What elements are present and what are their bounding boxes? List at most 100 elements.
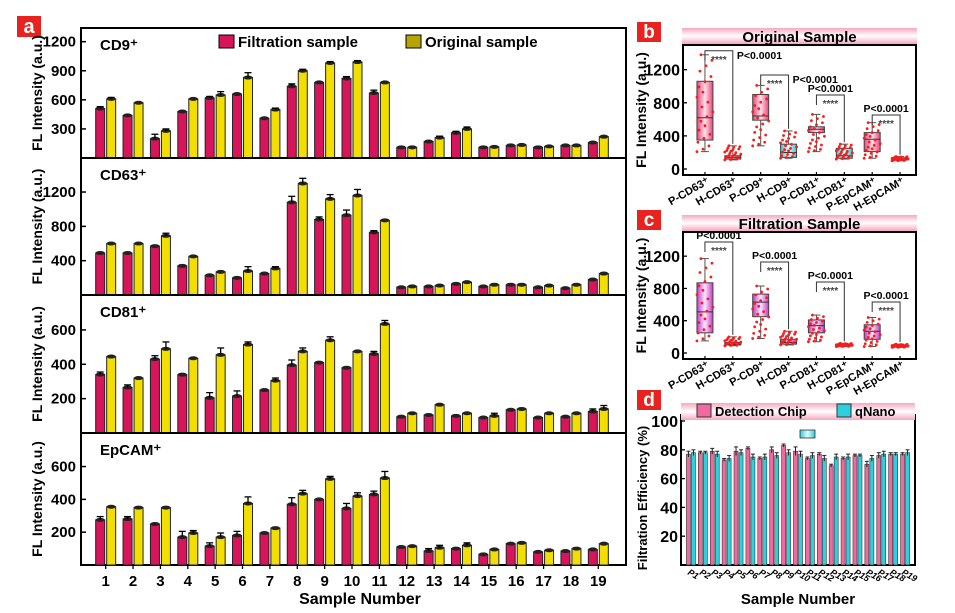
x-tick-label: 17 — [535, 573, 552, 590]
data-point — [787, 339, 790, 343]
data-point — [704, 266, 708, 270]
data-point — [710, 261, 714, 265]
data-point — [807, 325, 810, 329]
bar-filtration — [286, 85, 297, 159]
data-point — [898, 345, 902, 348]
data-point — [811, 138, 814, 142]
bar-qnano — [845, 456, 851, 566]
bar-filtration — [286, 364, 297, 434]
data-point — [864, 325, 868, 329]
bar-cap — [106, 241, 116, 246]
bar-filtration — [423, 414, 434, 434]
bar-original — [133, 377, 144, 434]
data-point — [782, 332, 785, 335]
data-point — [783, 148, 786, 152]
y-axis-label: FL Intensity (a.u.) — [29, 169, 45, 285]
bar-original — [106, 356, 117, 434]
subplot-title: EpCAM⁺ — [100, 442, 161, 459]
bar-filtration — [177, 265, 188, 296]
data-point — [695, 95, 699, 99]
data-point — [866, 121, 870, 125]
legend-artifact — [799, 429, 816, 439]
plot-frame — [682, 44, 917, 176]
x-tick-label: 1 — [102, 573, 110, 590]
data-point — [901, 157, 905, 161]
data-point — [756, 312, 760, 316]
y-tick-label: 80 — [660, 443, 678, 460]
bar-filtration — [368, 92, 379, 159]
data-point — [838, 152, 842, 156]
bar-filtration — [177, 110, 188, 159]
box-3 — [751, 84, 771, 148]
bar-filtration — [396, 546, 407, 566]
bar-cap — [407, 544, 417, 549]
bar-cap — [571, 282, 581, 287]
data-point — [848, 146, 852, 149]
data-point — [752, 138, 756, 142]
data-point — [906, 157, 910, 161]
bar-filtration — [232, 277, 243, 296]
data-point — [725, 149, 729, 152]
x-tick-label: P1 — [686, 567, 701, 581]
data-point — [707, 334, 711, 338]
data-point — [815, 140, 818, 144]
data-point — [697, 128, 701, 132]
data-point — [874, 343, 878, 347]
data-point — [766, 287, 770, 291]
bar-cap — [560, 549, 570, 554]
data-point — [781, 340, 784, 344]
bar-detection-chip — [709, 450, 715, 566]
bar-cap — [205, 273, 215, 278]
data-point — [700, 301, 704, 305]
panel-a-legend: Filtration sample Original sample — [218, 34, 538, 51]
data-point — [862, 345, 866, 348]
bar-cap — [517, 406, 527, 411]
data-point — [894, 342, 898, 346]
y-tick-label: 0 — [671, 346, 680, 363]
data-point — [766, 87, 770, 91]
data-point — [812, 133, 815, 136]
data-point — [708, 132, 712, 136]
data-point — [810, 318, 813, 321]
x-tick-label: 12 — [398, 573, 415, 590]
bar-filtration — [368, 353, 379, 434]
title-band — [682, 215, 917, 231]
data-point — [783, 329, 786, 333]
significance-stars: **** — [878, 119, 894, 130]
data-point — [863, 342, 867, 346]
bar-filtration — [232, 93, 243, 159]
bar-cap — [407, 145, 417, 150]
bar-original — [325, 339, 336, 434]
bar-original — [160, 130, 171, 159]
bar-cap — [259, 388, 269, 393]
bar-filtration — [204, 97, 215, 159]
y-axis-label: FL Intensity (a.u.) — [29, 441, 45, 557]
svg-text:d: d — [643, 390, 655, 411]
y-axis-label: Filtration Efficiency (%) — [635, 426, 650, 570]
bar-original — [215, 354, 226, 434]
data-point — [738, 335, 742, 339]
x-tick-label: 13 — [426, 573, 443, 590]
bar-original — [243, 77, 254, 159]
data-point — [849, 143, 853, 147]
y-tick-label: 1200 — [43, 184, 76, 201]
data-point — [751, 337, 755, 340]
bar-filtration — [149, 245, 160, 296]
bar-original — [297, 70, 308, 159]
data-point — [894, 155, 898, 158]
x-tick-label: 10 — [344, 573, 361, 590]
bar-original — [215, 536, 226, 566]
data-point — [728, 152, 732, 155]
data-point — [698, 271, 702, 274]
bar-cap — [478, 552, 488, 557]
bar-filtration — [259, 389, 270, 434]
bar-filtration — [259, 273, 270, 296]
y-tick-label: 600 — [51, 459, 76, 476]
data-point — [782, 134, 785, 137]
bar-qnano — [798, 453, 803, 566]
bar-cap — [150, 521, 160, 526]
data-point — [820, 143, 823, 147]
significance-bracket: **** P<0.0001 — [760, 74, 838, 129]
bar-cap — [270, 526, 280, 531]
svg-text:c: c — [644, 210, 655, 231]
